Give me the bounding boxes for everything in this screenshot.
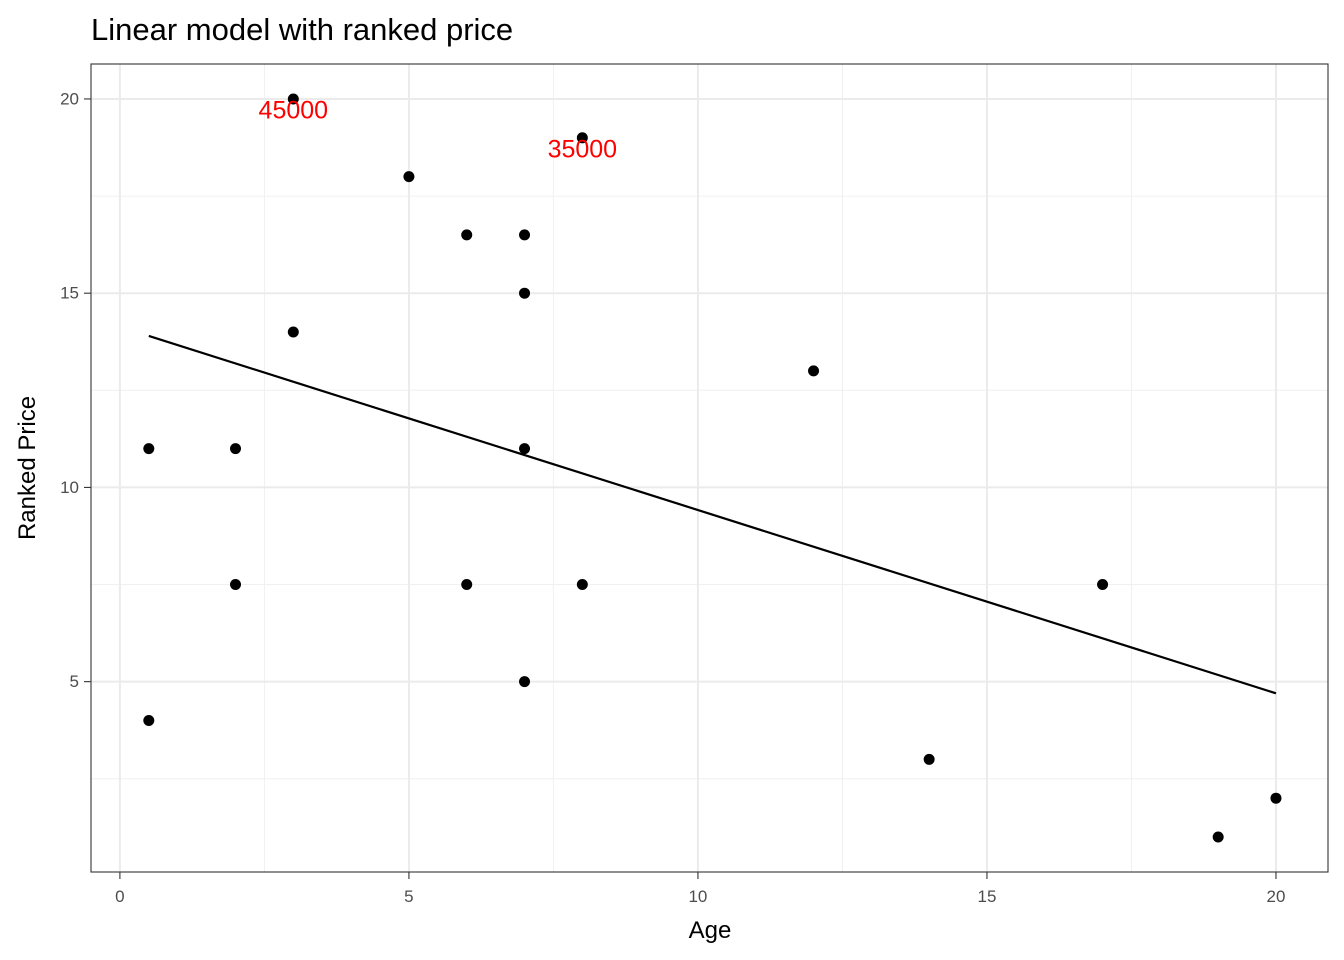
annotations: 45000 35000 [259, 97, 618, 164]
data-point [1270, 792, 1282, 804]
major-gridlines [91, 64, 1328, 872]
x-tick-label: 10 [688, 887, 707, 906]
data-point [1212, 831, 1224, 843]
data-point [519, 676, 531, 688]
minor-gridlines [91, 64, 1328, 872]
data-point [461, 229, 473, 241]
data-point [576, 132, 588, 144]
data-point [403, 171, 415, 183]
point-annotation: 35000 [548, 135, 618, 163]
x-axis-ticks: 0 5 10 15 20 [115, 872, 1285, 906]
data-point [519, 229, 531, 241]
data-point [519, 287, 531, 299]
x-tick-label: 15 [977, 887, 996, 906]
data-point [230, 579, 242, 591]
chart-title: Linear model with ranked price [91, 12, 513, 47]
point-annotation: 45000 [259, 97, 329, 125]
y-tick-label: 15 [60, 284, 79, 303]
data-point [519, 443, 531, 455]
x-tick-label: 0 [115, 887, 124, 906]
data-point [287, 326, 299, 338]
panel-border [90, 63, 1329, 873]
regression-line [148, 334, 1277, 695]
x-tick-label: 20 [1267, 887, 1286, 906]
data-point [143, 715, 155, 726]
data-point [808, 365, 820, 377]
data-point [576, 579, 588, 591]
data-point [287, 93, 299, 105]
x-tick-label: 5 [404, 887, 413, 906]
y-tick-label: 5 [70, 672, 79, 691]
data-point [143, 443, 155, 455]
data-point [461, 579, 473, 591]
data-point [923, 753, 935, 765]
y-axis-title: Ranked Price [14, 396, 41, 540]
y-tick-label: 10 [60, 478, 79, 497]
regression-line-group [148, 334, 1277, 695]
data-points [143, 93, 1282, 843]
data-point [230, 443, 242, 455]
y-tick-label: 20 [60, 89, 79, 108]
data-point [1097, 579, 1109, 591]
x-axis-title: Age [689, 917, 732, 944]
y-axis-ticks: 5 10 15 20 [60, 89, 91, 691]
